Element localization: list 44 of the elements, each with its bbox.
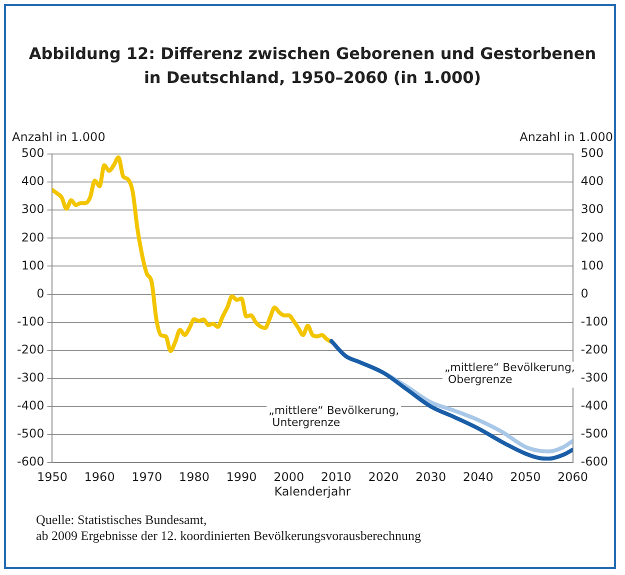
x-tick-label: 2040 [462,470,494,484]
y2-tick-label: -200 [580,342,608,357]
y2-tick-label: -500 [580,426,608,441]
y-axis-title: Anzahl in 1.000 [12,130,106,144]
y-tick-label: -300 [17,370,44,385]
y2-tick-label: -400 [580,398,608,413]
y-tick-label: -500 [17,426,44,441]
x-tick-label: 1950 [36,470,68,484]
y2-axis-title: Anzahl in 1.000 [520,130,613,144]
y-tick-label: 100 [21,258,44,272]
y-tick-label: -100 [17,314,44,328]
source-note: Quelle: Statistisches Bundesamt, ab 2009 Ergebnisse der 12. koordinierten Bevölkerungsvorausberechnung [36,512,421,544]
y2-tick-label: 500 [580,146,604,160]
line-series [52,155,334,353]
series-label: „mittlere“ Bevölkerung, Untergrenze [268,404,400,430]
x-tick-label: 2000 [274,470,304,484]
y2-tick-label: -600 [580,454,608,469]
x-tick-label: 2010 [320,470,352,484]
y-tick-label: 0 [36,286,44,300]
x-tick-label: 1990 [226,470,257,484]
x-tick-label: 2060 [557,470,588,484]
x-tick-label: 2050 [510,470,541,484]
x-tick-label: 2020 [368,470,399,484]
x-tick-label: 1970 [132,470,162,484]
y-tick-label: -400 [17,398,44,413]
y-tick-label: 200 [21,230,44,244]
y2-tick-label: 300 [580,202,604,216]
chart-title: Abbildung 12: Differenz zwischen Geborenen und Gestorbenen in Deutschland, 1950–2060 (in 1.000) [28,43,598,89]
x-tick-label: 1980 [178,470,210,484]
y-tick-label: 500 [21,146,44,160]
y-tick-label: -200 [17,342,44,357]
y-tick-label: -600 [17,454,44,469]
y-tick-label: 300 [21,202,44,216]
x-tick-label: 2030 [416,470,446,484]
series-label: „mittlere“ Bevölkerung, Obergrenze [444,361,575,386]
y2-tick-label: 0 [580,286,588,300]
y2-tick-label: 100 [580,258,604,272]
y2-tick-label: 200 [580,230,604,244]
y-tick-label: 400 [21,174,44,188]
y2-tick-label: -300 [580,370,608,385]
y2-tick-label: 400 [580,174,604,188]
x-axis-title: Kalenderjahr [274,484,351,499]
x-tick-label: 1960 [84,470,115,484]
y2-tick-label: -100 [580,314,608,328]
